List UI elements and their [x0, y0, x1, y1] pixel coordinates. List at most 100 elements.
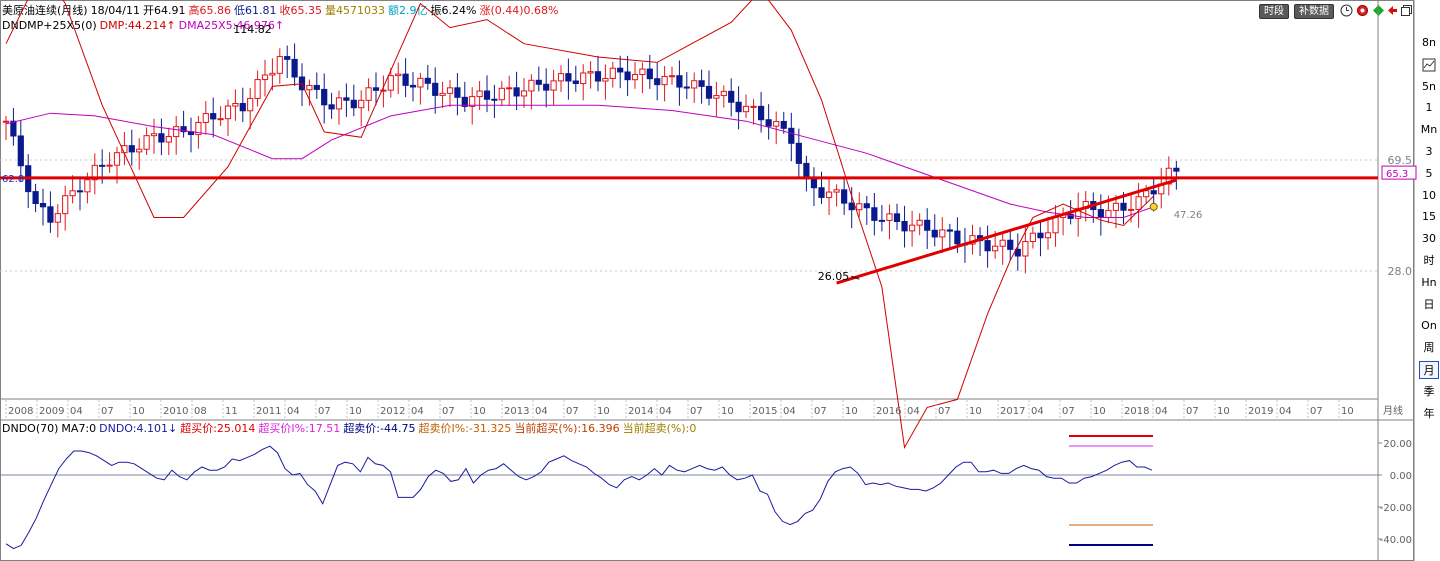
indicator-dma: DMA25X5:46.976↑ — [178, 19, 285, 32]
last-price-box — [1381, 165, 1417, 180]
candle-up — [335, 97, 343, 110]
candle-down — [1173, 167, 1180, 172]
date-tick-label: 10 — [845, 406, 858, 417]
date-tick-label: 04 — [783, 406, 796, 417]
chart-icon — [1422, 58, 1436, 72]
candle-down — [565, 73, 572, 82]
period-button-item[interactable]: On — [1419, 317, 1439, 335]
candle-up — [999, 239, 1006, 247]
quote-change: 涨(0.44)0.68% — [479, 4, 559, 17]
period-button-label: Hn — [1421, 275, 1437, 289]
price-tick-label: 28.0 — [1388, 265, 1413, 278]
candle-up — [528, 79, 535, 92]
candle-up — [720, 90, 727, 97]
candle-up — [557, 73, 565, 82]
date-tick-label: 07 — [101, 406, 114, 417]
period-button-label: 30 — [1422, 232, 1436, 246]
candle-up — [165, 136, 172, 143]
red-arrow-icon[interactable] — [1386, 4, 1399, 17]
period-button-item[interactable]: 日 — [1419, 296, 1439, 314]
candle-up — [217, 118, 224, 121]
candle-up — [609, 67, 616, 79]
period-button-chart[interactable] — [1419, 56, 1439, 74]
period-button-label: 日 — [1423, 297, 1435, 311]
period-button-item[interactable]: 1 — [1419, 99, 1439, 117]
last-price-label: 65.3 — [1386, 169, 1408, 180]
candles-group — [2, 43, 1180, 274]
period-button-item[interactable]: 5 — [1419, 165, 1439, 183]
candle-up — [1127, 208, 1135, 211]
candle-up — [365, 87, 372, 101]
low-annotation-pointer — [851, 275, 860, 280]
trendline — [836, 178, 1177, 285]
candle-down — [10, 120, 17, 137]
candle-down — [871, 207, 878, 221]
candle-up — [380, 89, 387, 92]
period-button-item[interactable]: 5n — [1419, 78, 1439, 96]
period-button-item[interactable]: Hn — [1419, 274, 1439, 292]
period-button-item[interactable]: 8n — [1419, 34, 1439, 52]
candle-down — [543, 83, 550, 91]
period-button-item[interactable]: 15 — [1419, 208, 1439, 226]
price-tick-label: 69.5 — [1388, 154, 1413, 167]
period-button-item[interactable]: 10 — [1419, 187, 1439, 205]
fill-data-button[interactable]: 补数据 — [1294, 4, 1334, 19]
candle-down — [328, 104, 335, 110]
candle-down — [158, 133, 165, 143]
candle-down — [758, 105, 765, 121]
period-button-item[interactable]: Mn — [1419, 121, 1439, 139]
candle-down — [1097, 209, 1104, 218]
period-button-item[interactable]: 30 — [1419, 230, 1439, 248]
candle-down — [1067, 213, 1074, 219]
candle-up — [54, 213, 61, 223]
osc-name: DNDO(70) — [2, 422, 59, 435]
period-button-item[interactable]: 年 — [1419, 405, 1439, 423]
candle-up — [668, 75, 676, 78]
date-tick-label: 07 — [1310, 406, 1323, 417]
candle-up — [1143, 190, 1150, 198]
candle-up — [150, 133, 158, 137]
date-tick-label: 10 — [1341, 406, 1354, 417]
candle-up — [417, 77, 424, 88]
quote-header: 美原油连续(月线) 18/04/11 开64.91 高65.86 低61.81 收65.3… — [2, 4, 561, 17]
candle-down — [735, 101, 742, 113]
candle-down — [424, 77, 431, 84]
candle-up — [143, 135, 150, 150]
date-tick-label: 04 — [1031, 406, 1044, 417]
candle-down — [931, 229, 938, 238]
period-button-label: 季 — [1423, 384, 1435, 398]
candle-down — [788, 127, 795, 144]
date-tick-label: 07 — [690, 406, 703, 417]
candle-up — [1044, 232, 1052, 239]
candle-down — [284, 56, 291, 60]
osc-tick-label: -20.00 — [1380, 503, 1412, 514]
red-circle-icon[interactable] — [1356, 4, 1369, 17]
period-button-item[interactable]: 时 — [1419, 252, 1439, 270]
quote-open: 开64.91 — [143, 4, 186, 17]
date-tick-label: 10 — [1093, 406, 1106, 417]
candle-up — [269, 72, 276, 76]
candle-up — [387, 75, 394, 91]
candle-down — [810, 178, 818, 189]
period-button-item[interactable]: 3 — [1419, 143, 1439, 161]
period-button-item[interactable]: 月 — [1419, 361, 1439, 379]
candle-down — [698, 80, 705, 87]
candle-down — [683, 86, 690, 89]
candle-up — [992, 245, 999, 252]
candle-down — [1037, 232, 1044, 239]
restore-window-icon[interactable] — [1400, 4, 1413, 17]
candle-up — [69, 190, 76, 197]
period-button-item[interactable]: 季 — [1419, 383, 1439, 401]
period-button-item[interactable]: 周 — [1419, 339, 1439, 357]
quote-amount: 额2.9亿 — [388, 4, 428, 17]
candle-up — [713, 95, 720, 99]
date-tick-label: 10 — [969, 406, 982, 417]
candle-down — [765, 119, 772, 127]
candle-up — [856, 203, 863, 211]
period-button[interactable]: 时段 — [1259, 4, 1289, 19]
quote-close: 收65.35 — [279, 4, 323, 17]
clock-icon[interactable] — [1340, 4, 1353, 17]
candle-up — [1052, 216, 1059, 234]
